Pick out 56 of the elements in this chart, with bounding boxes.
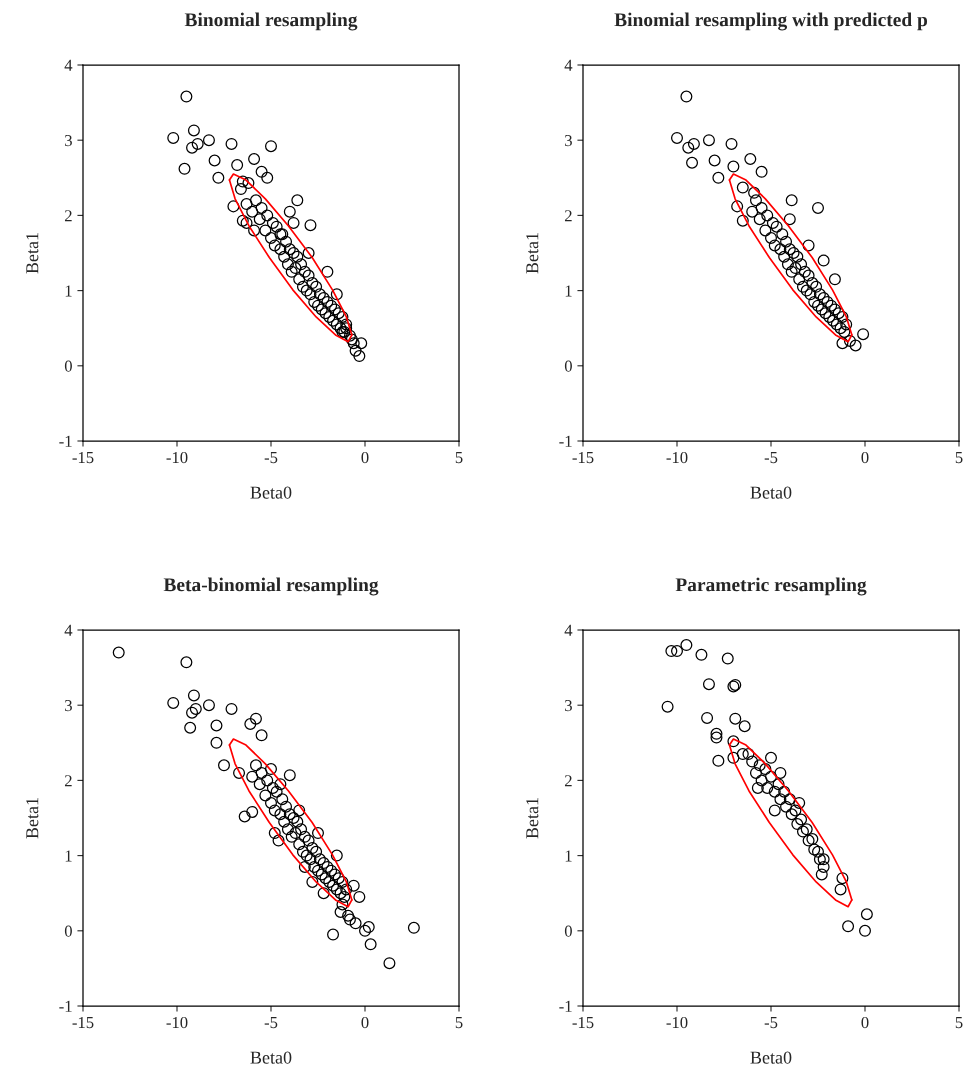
x-tick-label: -5	[764, 1017, 778, 1029]
x-tick-label: -10	[166, 1016, 188, 1029]
y-tick-label: 3	[65, 699, 72, 712]
y-tick-label: 3	[565, 699, 572, 712]
y-tick-label: 0	[64, 925, 72, 937]
x-tick-label: 5	[955, 452, 963, 464]
y-tick-label: 1	[65, 850, 72, 862]
x-tick-label: -5	[764, 452, 778, 464]
y-tick-label: 3	[65, 134, 72, 147]
y-tick-label: 2	[564, 775, 572, 787]
x-tick-label: -15	[572, 1016, 594, 1029]
x-axis-title: Beta0	[250, 1051, 292, 1064]
x-tick-label: -15	[72, 451, 94, 464]
x-axis-title: Beta0	[750, 486, 792, 499]
y-axis-title: Beta1	[526, 233, 539, 274]
y-tick-label: 3	[565, 134, 572, 147]
chart-title: Parametric resampling	[675, 577, 867, 596]
y-tick-label: 4	[64, 624, 73, 636]
x-tick-label: -10	[166, 451, 188, 464]
y-tick-label: 4	[564, 624, 573, 636]
x-tick-label: -15	[72, 1016, 94, 1029]
y-tick-label: 0	[564, 360, 572, 372]
chart-title: Binomial resampling	[184, 12, 358, 31]
chart-title: Beta-binomial resampling	[163, 577, 379, 596]
y-tick-label: -1	[59, 435, 72, 447]
x-tick-label: -5	[264, 452, 278, 464]
chart-title: Binomial resampling with predicted p	[614, 12, 928, 31]
y-tick-label: 0	[564, 925, 572, 937]
y-tick-label: 2	[64, 210, 72, 222]
x-tick-label: 0	[361, 1016, 369, 1029]
y-tick-label: 1	[65, 285, 72, 297]
y-tick-label: -1	[59, 1000, 72, 1012]
x-tick-label: -10	[666, 1016, 688, 1029]
y-tick-label: -1	[559, 435, 572, 447]
y-tick-label: 2	[564, 210, 572, 222]
x-tick-label: -10	[666, 451, 688, 464]
x-tick-label: 0	[861, 1016, 869, 1029]
y-axis-title: Beta1	[26, 233, 39, 274]
y-tick-label: 4	[564, 59, 573, 71]
y-tick-label: -1	[559, 1000, 572, 1012]
x-tick-label: -5	[264, 1017, 278, 1029]
y-tick-label: 1	[565, 285, 572, 297]
x-axis-title: Beta0	[750, 1051, 792, 1064]
y-tick-label: 1	[565, 850, 572, 862]
x-axis-title: Beta0	[250, 486, 292, 499]
y-tick-label: 0	[64, 360, 72, 372]
y-tick-label: 2	[64, 775, 72, 787]
x-tick-label: -15	[572, 451, 594, 464]
x-tick-label: 0	[861, 451, 869, 464]
x-tick-label: 5	[955, 1017, 963, 1029]
y-tick-label: 4	[64, 59, 73, 71]
x-tick-label: 0	[361, 451, 369, 464]
y-axis-title: Beta1	[26, 798, 39, 839]
y-axis-title: Beta1	[526, 798, 539, 839]
x-tick-label: 5	[455, 452, 463, 464]
x-tick-label: 5	[455, 1017, 463, 1029]
